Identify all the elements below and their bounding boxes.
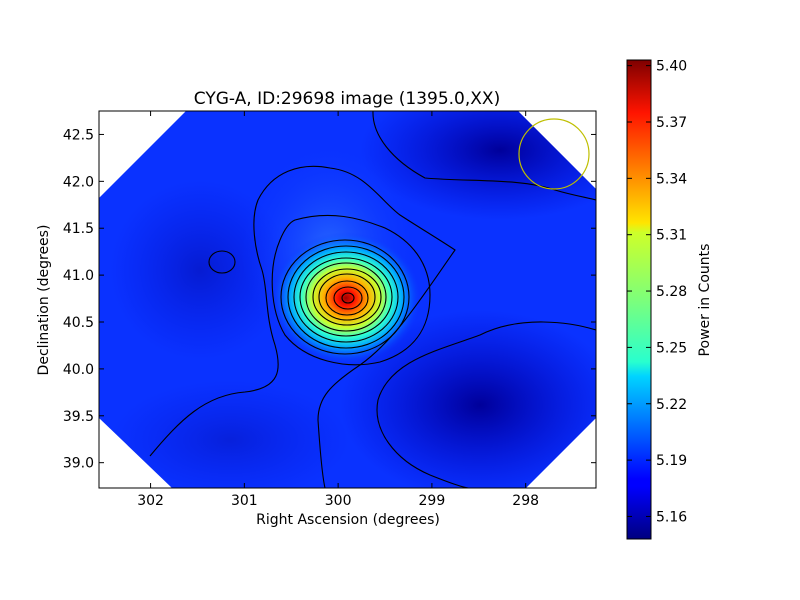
contour-level-9 xyxy=(325,280,369,316)
colorbar-ticks: 5.16 5.19 5.22 5.25 5.28 5.31 5.34 5.37 5.40 xyxy=(627,59,687,525)
plot-frame xyxy=(98,110,597,489)
colorbar-tick-label: 5.19 xyxy=(656,453,687,469)
contour-level-7 xyxy=(312,268,382,326)
colorbar-tick-label: 5.25 xyxy=(656,340,687,356)
colorbar-tick-label: 5.31 xyxy=(656,228,687,244)
y-axis-label: Declination (degrees) xyxy=(36,225,52,376)
y-tick-label: 40.0 xyxy=(63,362,94,378)
y-tick-label: 42.0 xyxy=(63,174,94,190)
contour-level-3 xyxy=(287,245,405,349)
y-tick-label: 41.5 xyxy=(63,221,94,237)
colorbar: 5.16 5.19 5.22 5.25 5.28 5.31 5.34 5.37 5.40 Pow… xyxy=(626,59,713,540)
contour-secondary-min xyxy=(208,250,236,274)
contour-level-5 xyxy=(299,257,393,337)
contour-level-1 xyxy=(271,214,431,366)
colorbar-tick-label: 5.34 xyxy=(656,171,687,187)
y-tick-label: 39.5 xyxy=(63,409,94,425)
colorbar-tick-label: 5.37 xyxy=(656,115,687,131)
colorbar-tick-label: 5.28 xyxy=(656,284,687,300)
y-tick-label: 40.5 xyxy=(63,315,94,331)
contour-low-southeast xyxy=(376,321,596,488)
y-axis-ticks: 39.0 39.5 40.0 40.5 41.0 41.5 42.0 42.5 xyxy=(63,127,596,472)
contour-level-4 xyxy=(293,251,399,343)
plot-area xyxy=(99,111,596,488)
heatmap-image xyxy=(99,111,596,488)
y-tick-label: 41.0 xyxy=(63,268,94,284)
contour-peak xyxy=(341,292,355,304)
contour-level-6 xyxy=(305,262,387,332)
x-axis-label: Right Ascension (degrees) xyxy=(256,512,440,528)
contour-low-northeast xyxy=(372,111,596,201)
peak-emission xyxy=(271,232,421,364)
beam-circle xyxy=(518,118,590,190)
x-tick-label: 299 xyxy=(419,493,446,509)
contour-level-8 xyxy=(318,273,376,321)
x-tick-label: 300 xyxy=(325,493,352,509)
low-region-southeast xyxy=(340,310,596,488)
x-axis-ticks: 302 301 300 299 298 xyxy=(137,111,539,509)
y-tick-label: 42.5 xyxy=(63,127,94,143)
colorbar-tick-label: 5.16 xyxy=(656,509,687,525)
colorbar-tick-label: 5.40 xyxy=(656,59,687,75)
colorbar-tick-label: 5.22 xyxy=(656,397,687,413)
contour-lines xyxy=(149,111,596,488)
x-tick-label: 302 xyxy=(137,493,164,509)
contour-outer xyxy=(149,165,456,488)
colorbar-label: Power in Counts xyxy=(697,244,713,357)
contour-level-10 xyxy=(333,286,363,310)
contour-level-2 xyxy=(280,239,410,355)
x-tick-label: 301 xyxy=(231,493,258,509)
chart-title: CYG-A, ID:29698 image (1395.0,XX) xyxy=(194,89,500,109)
y-tick-label: 39.0 xyxy=(63,456,94,472)
colorbar-gradient xyxy=(626,59,652,540)
x-tick-label: 298 xyxy=(512,493,539,509)
low-region-south xyxy=(110,380,350,488)
